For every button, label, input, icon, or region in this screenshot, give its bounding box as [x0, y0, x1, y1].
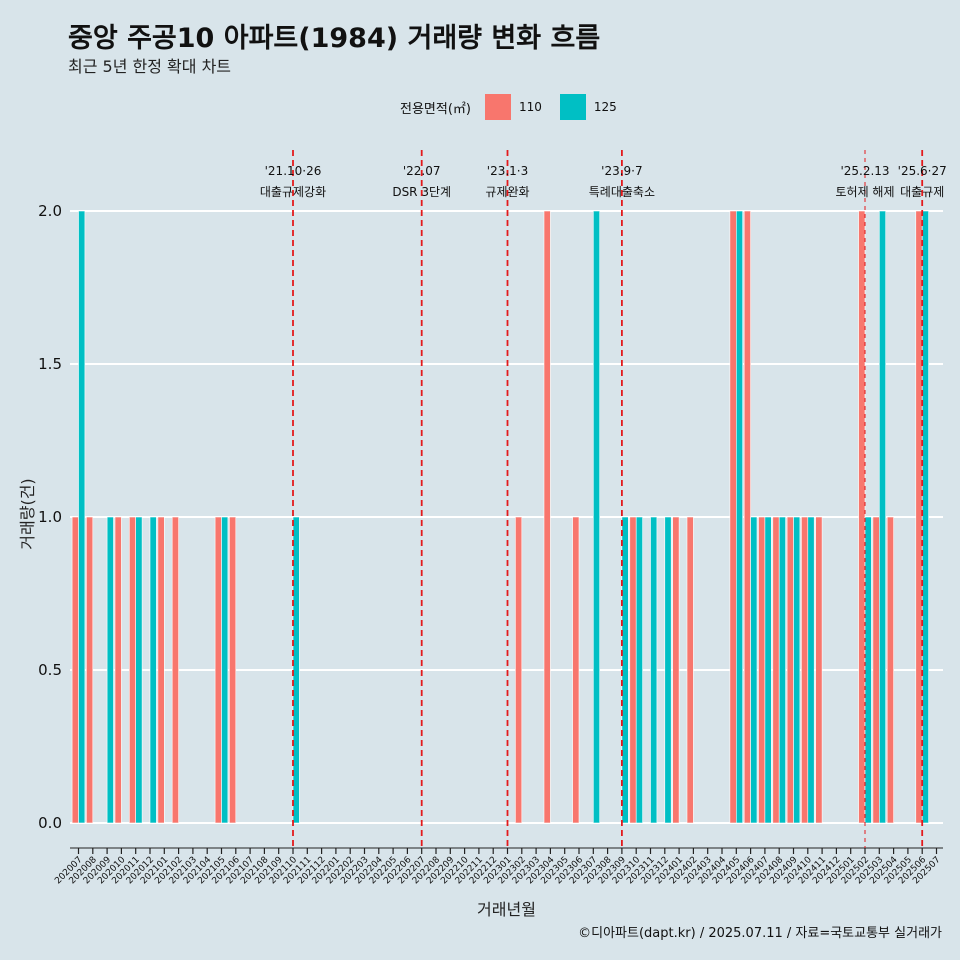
bar-110-202401 — [672, 516, 680, 824]
bar-125-202503 — [878, 210, 886, 824]
legend-title: 전용면적(㎡) — [400, 101, 471, 117]
y-tick-label: 0.0 — [38, 814, 62, 832]
chart-caption: ©디아파트(dapt.kr) / 2025.07.11 / 자료=국토교통부 실… — [578, 926, 942, 941]
bar-125-202408 — [778, 516, 786, 824]
y-axis-title: 거래량(건) — [18, 478, 37, 549]
event-label-202502: 토허제 해제 — [835, 185, 894, 199]
bar-110-202409 — [786, 516, 794, 824]
bar-110-202504 — [886, 516, 894, 824]
bar-125-202105 — [221, 516, 229, 824]
bar-110-202304 — [543, 210, 551, 824]
bar-110-202402 — [686, 516, 694, 824]
bar-110-202411 — [815, 516, 823, 824]
bar-110-202408 — [772, 516, 780, 824]
bar-110-202310 — [629, 516, 637, 824]
y-tick-label: 1.0 — [38, 508, 62, 526]
bar-110-202405 — [729, 210, 737, 824]
bar-125-202406 — [750, 516, 758, 824]
y-tick-label: 2.0 — [38, 202, 62, 220]
bar-110-202106 — [229, 516, 237, 824]
bar-110-202011 — [129, 516, 137, 824]
legend-swatch-110 — [484, 94, 511, 120]
bar-125-202409 — [793, 516, 801, 824]
legend-label-110: 110 — [518, 100, 542, 114]
event-label-202506: 대출규제 — [900, 185, 944, 199]
y-tick-label: 0.5 — [38, 661, 62, 679]
bar-125-202007 — [78, 210, 86, 824]
bar-110-202306 — [572, 516, 580, 824]
bar-110-202102 — [171, 516, 179, 824]
event-date-202110: '21.10·26 — [265, 164, 322, 178]
bar-110-202008 — [86, 516, 94, 824]
chart-subtitle: 최근 5년 한정 확대 차트 — [68, 57, 232, 76]
bar-110-202105 — [214, 516, 222, 824]
bar-125-202307 — [592, 210, 600, 824]
event-date-202301: '23.1·3 — [487, 164, 528, 178]
event-label-202110: 대출규제강화 — [260, 185, 326, 199]
bar-110-202502 — [858, 210, 866, 824]
bar-125-202309 — [621, 516, 629, 824]
event-date-202309: '23.9·7 — [601, 164, 642, 178]
event-date-202502: '25.2.13 — [840, 164, 889, 178]
bar-125-202310 — [635, 516, 643, 824]
bar-110-202406 — [743, 210, 751, 824]
bar-110-202407 — [758, 516, 766, 824]
bar-110-202007 — [71, 516, 79, 824]
chart-title: 중앙 주공10 아파트(1984) 거래량 변화 흐름 — [68, 23, 601, 54]
bar-125-202502 — [864, 516, 872, 824]
bar-125-202012 — [149, 516, 157, 824]
legend-label-125: 125 — [593, 100, 617, 114]
bar-110-202503 — [872, 516, 880, 824]
legend: 전용면적(㎡) 110 125 — [400, 92, 627, 122]
bar-125-202311 — [650, 516, 658, 824]
event-date-202506: '25.6·27 — [898, 164, 947, 178]
bar-125-202011 — [135, 516, 143, 824]
event-label-202207: DSR 3단계 — [392, 185, 451, 199]
bar-125-202009 — [106, 516, 114, 824]
bar-125-202312 — [664, 516, 672, 824]
bar-125-202110 — [292, 516, 300, 824]
x-axis-title: 거래년월 — [477, 900, 536, 919]
bar-125-202405 — [735, 210, 743, 824]
legend-swatch-125 — [559, 94, 586, 120]
event-label-202309: 특례대출축소 — [589, 185, 655, 199]
bar-110-202410 — [801, 516, 809, 824]
event-date-202207: '22.07 — [403, 164, 441, 178]
bar-110-202010 — [114, 516, 122, 824]
bar-125-202506 — [921, 210, 929, 824]
bar-110-202506 — [915, 210, 923, 824]
bar-125-202410 — [807, 516, 815, 824]
event-label-202301: 규제완화 — [485, 185, 529, 199]
bar-110-202302 — [515, 516, 523, 824]
bar-125-202407 — [764, 516, 772, 824]
y-tick-label: 1.5 — [38, 355, 62, 373]
bar-110-202101 — [157, 516, 165, 824]
